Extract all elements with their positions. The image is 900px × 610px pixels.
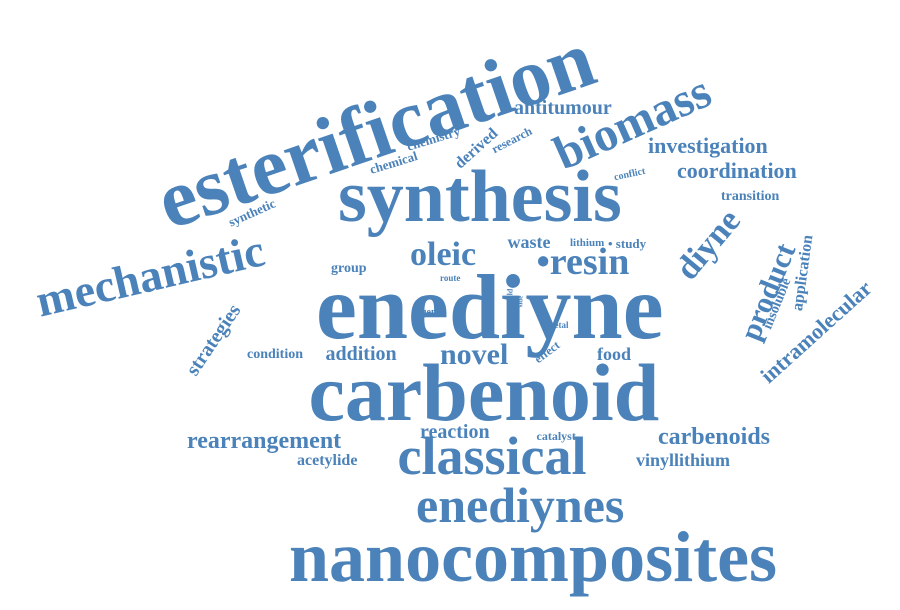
- word-antitumour: antitumour: [514, 97, 612, 119]
- word-lithium: lithium: [570, 236, 605, 249]
- word-condition: condition: [247, 347, 304, 362]
- word-resin: •resin: [536, 241, 630, 283]
- word-acetylide: acetylide: [297, 452, 358, 469]
- word-synthesis: synthesis: [338, 156, 622, 238]
- word-coordination: coordination: [677, 158, 797, 183]
- word-side: side: [516, 295, 525, 307]
- word-nanocomposites: nanocomposites: [289, 517, 778, 597]
- word-catalyst: catalyst: [536, 429, 576, 443]
- word-reaction: reaction: [420, 421, 490, 443]
- word-enediynes: enediynes: [416, 477, 625, 533]
- word-rearrangement: rearrangement: [187, 428, 342, 454]
- word-oleic: oleic: [410, 236, 477, 273]
- word-study: • study: [608, 235, 647, 251]
- word-carbenoids: carbenoids: [658, 424, 771, 450]
- word-classical: classical: [397, 426, 587, 486]
- word-carbenoid: carbenoid: [308, 347, 660, 438]
- word-application: application: [789, 233, 817, 312]
- word-addition: addition: [325, 343, 397, 365]
- word-waste: waste: [507, 232, 551, 252]
- word-yield: yield: [504, 288, 515, 306]
- word-group: group: [331, 261, 367, 276]
- word-agent: agent: [416, 307, 440, 318]
- word-route: route: [440, 272, 461, 283]
- word-vinyllithium: vinyllithium: [636, 450, 731, 470]
- word-strategies: strategies: [181, 300, 245, 380]
- word-novel: novel: [440, 338, 509, 371]
- word-investigation: investigation: [648, 133, 768, 158]
- word-food: food: [597, 344, 632, 364]
- word-enediyne: enediyne: [316, 256, 664, 358]
- word-metal: metal: [547, 319, 569, 330]
- word-diyne: diyne: [668, 202, 748, 287]
- word-transition: transition: [721, 189, 780, 204]
